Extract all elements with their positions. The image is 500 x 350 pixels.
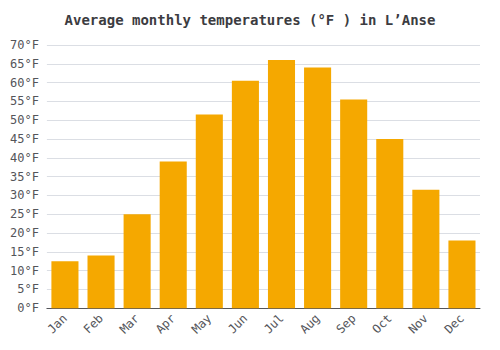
svg-text:Jun: Jun [225, 311, 250, 336]
svg-text:Apr: Apr [153, 311, 178, 336]
svg-text:Jul: Jul [261, 311, 286, 336]
svg-text:Feb: Feb [81, 311, 106, 336]
svg-text:20°F: 20°F [10, 226, 39, 240]
svg-text:Average monthly temperatures (: Average monthly temperatures (°F ) in L’… [65, 12, 436, 28]
svg-text:15°F: 15°F [10, 245, 39, 259]
svg-text:60°F: 60°F [10, 76, 39, 90]
svg-text:55°F: 55°F [10, 94, 39, 108]
svg-text:Nov: Nov [406, 311, 431, 336]
svg-text:70°F: 70°F [10, 38, 39, 52]
svg-text:0°F: 0°F [17, 301, 39, 315]
svg-text:May: May [189, 311, 214, 336]
svg-text:Aug: Aug [297, 311, 322, 336]
svg-text:Sep: Sep [333, 311, 358, 336]
svg-text:10°F: 10°F [10, 264, 39, 278]
svg-text:30°F: 30°F [10, 188, 39, 202]
svg-text:Dec: Dec [442, 311, 467, 336]
svg-text:25°F: 25°F [10, 207, 39, 221]
svg-text:5°F: 5°F [17, 282, 39, 296]
svg-text:Oct: Oct [370, 311, 395, 336]
svg-text:40°F: 40°F [10, 151, 39, 165]
svg-text:65°F: 65°F [10, 57, 39, 71]
svg-text:Jan: Jan [45, 311, 70, 336]
svg-text:Mar: Mar [117, 311, 142, 336]
svg-text:35°F: 35°F [10, 170, 39, 184]
svg-text:45°F: 45°F [10, 132, 39, 146]
svg-text:50°F: 50°F [10, 113, 39, 127]
